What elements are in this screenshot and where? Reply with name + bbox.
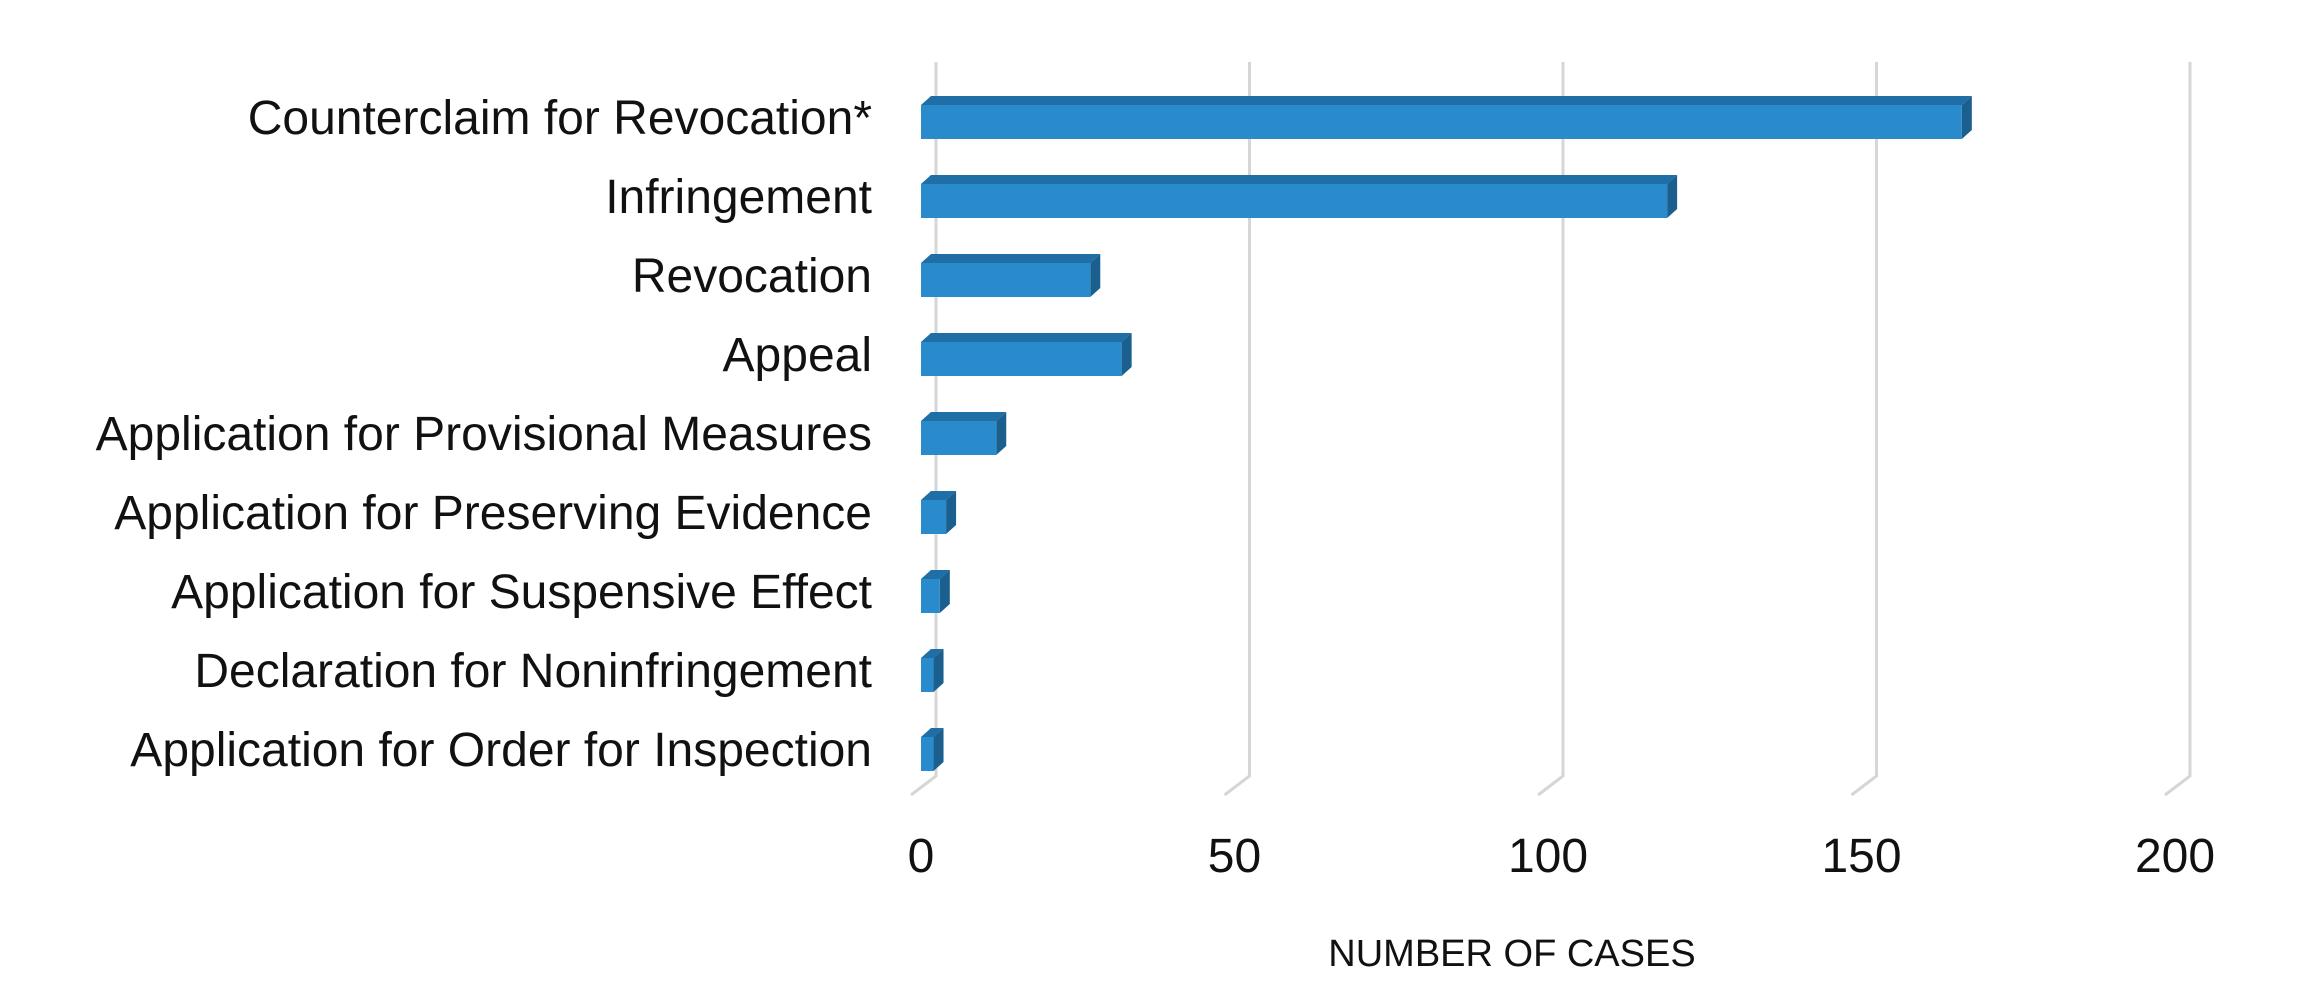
category-label: Infringement [605, 171, 872, 224]
category-label: Application for Provisional Measures [96, 408, 872, 461]
bar-side-face [1121, 333, 1132, 376]
bar-side-face [996, 412, 1007, 455]
bar-front-face [921, 184, 1668, 218]
gridline-200 [2164, 62, 2192, 797]
category-labels: Counterclaim for Revocation* Infringement… [96, 92, 872, 777]
bar-side-face [1961, 96, 1972, 139]
bar [921, 412, 1007, 455]
bar-front-face [921, 658, 934, 692]
bar [921, 254, 1101, 297]
x-tick-label: 200 [2135, 830, 2215, 883]
bar [921, 175, 1678, 218]
x-tick-labels: 0 50 100 150 200 [908, 830, 2215, 883]
bar-top-face [921, 728, 944, 737]
bar [921, 728, 944, 771]
bar-side-face [1667, 175, 1678, 218]
gridlines [910, 62, 2192, 797]
bar-front-face [921, 421, 997, 455]
bar-top-face [921, 175, 1678, 184]
gridline-150 [1850, 62, 1878, 797]
x-tick-label: 100 [1508, 830, 1588, 883]
x-axis-title: NUMBER OF CASES [1328, 933, 1695, 975]
category-label: Revocation [632, 250, 872, 303]
category-label: Declaration for Noninfringement [194, 645, 872, 698]
category-label: Application for Suspensive Effect [171, 566, 872, 619]
gridline-0 [910, 62, 938, 797]
bar-side-face [1090, 254, 1101, 297]
x-tick-label: 0 [908, 830, 935, 883]
x-tick-label: 150 [1821, 830, 1901, 883]
category-label: Application for Preserving Evidence [114, 487, 872, 540]
x-tick-label: 50 [1208, 830, 1261, 883]
category-label: Counterclaim for Revocation* [248, 92, 872, 145]
bar [921, 649, 944, 692]
bar-side-face [939, 570, 950, 613]
bars [921, 96, 1972, 771]
bar [921, 333, 1132, 376]
bar-front-face [921, 737, 934, 771]
bar-side-face [933, 649, 944, 692]
gridline-100 [1537, 62, 1565, 797]
bar-front-face [921, 105, 1962, 139]
bar-top-face [921, 649, 944, 658]
category-label: Appeal [723, 329, 872, 382]
bar-front-face [921, 500, 947, 534]
gridline-50 [1223, 62, 1251, 797]
category-label: Application for Order for Inspection [130, 724, 872, 777]
bar-top-face [921, 570, 950, 579]
bar [921, 491, 957, 534]
bar-side-face [933, 728, 944, 771]
bar-top-face [921, 254, 1101, 263]
bar [921, 96, 1972, 139]
bar-top-face [921, 333, 1132, 342]
bar-front-face [921, 579, 940, 613]
bar-front-face [921, 342, 1122, 376]
bar-front-face [921, 263, 1091, 297]
bar [921, 570, 950, 613]
bar-top-face [921, 412, 1007, 421]
bar-top-face [921, 491, 957, 500]
bar-top-face [921, 96, 1972, 105]
bar-side-face [946, 491, 957, 534]
